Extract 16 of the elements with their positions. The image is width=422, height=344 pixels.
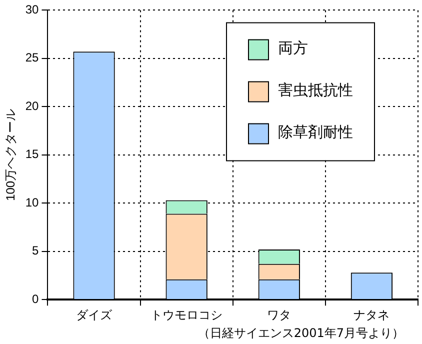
x-tick-label: ナタネ bbox=[354, 308, 390, 322]
x-tick-label: ダイズ bbox=[76, 308, 114, 322]
legend-label: 両方 bbox=[278, 39, 308, 58]
y-tick-label: 10 bbox=[25, 195, 40, 210]
x-tick-label: ワタ bbox=[267, 308, 292, 322]
y-tick-label: 25 bbox=[25, 50, 40, 65]
y-tick-label: 20 bbox=[25, 98, 40, 113]
y-tick-label: 5 bbox=[32, 244, 40, 258]
legend-label: 害虫抵抗性 bbox=[278, 81, 353, 100]
y-axis-title: 100万ヘクタール bbox=[4, 108, 18, 201]
x-tick-label: トウモロコシ bbox=[150, 308, 223, 322]
y-tick-label: 15 bbox=[25, 147, 40, 162]
text: （日経サイエンス2001年7月号より） bbox=[198, 325, 404, 342]
y-tick-label: 30 bbox=[25, 2, 40, 17]
y-tick-label: 0 bbox=[32, 292, 40, 306]
legend-label: 除草剤耐性 bbox=[278, 123, 353, 142]
